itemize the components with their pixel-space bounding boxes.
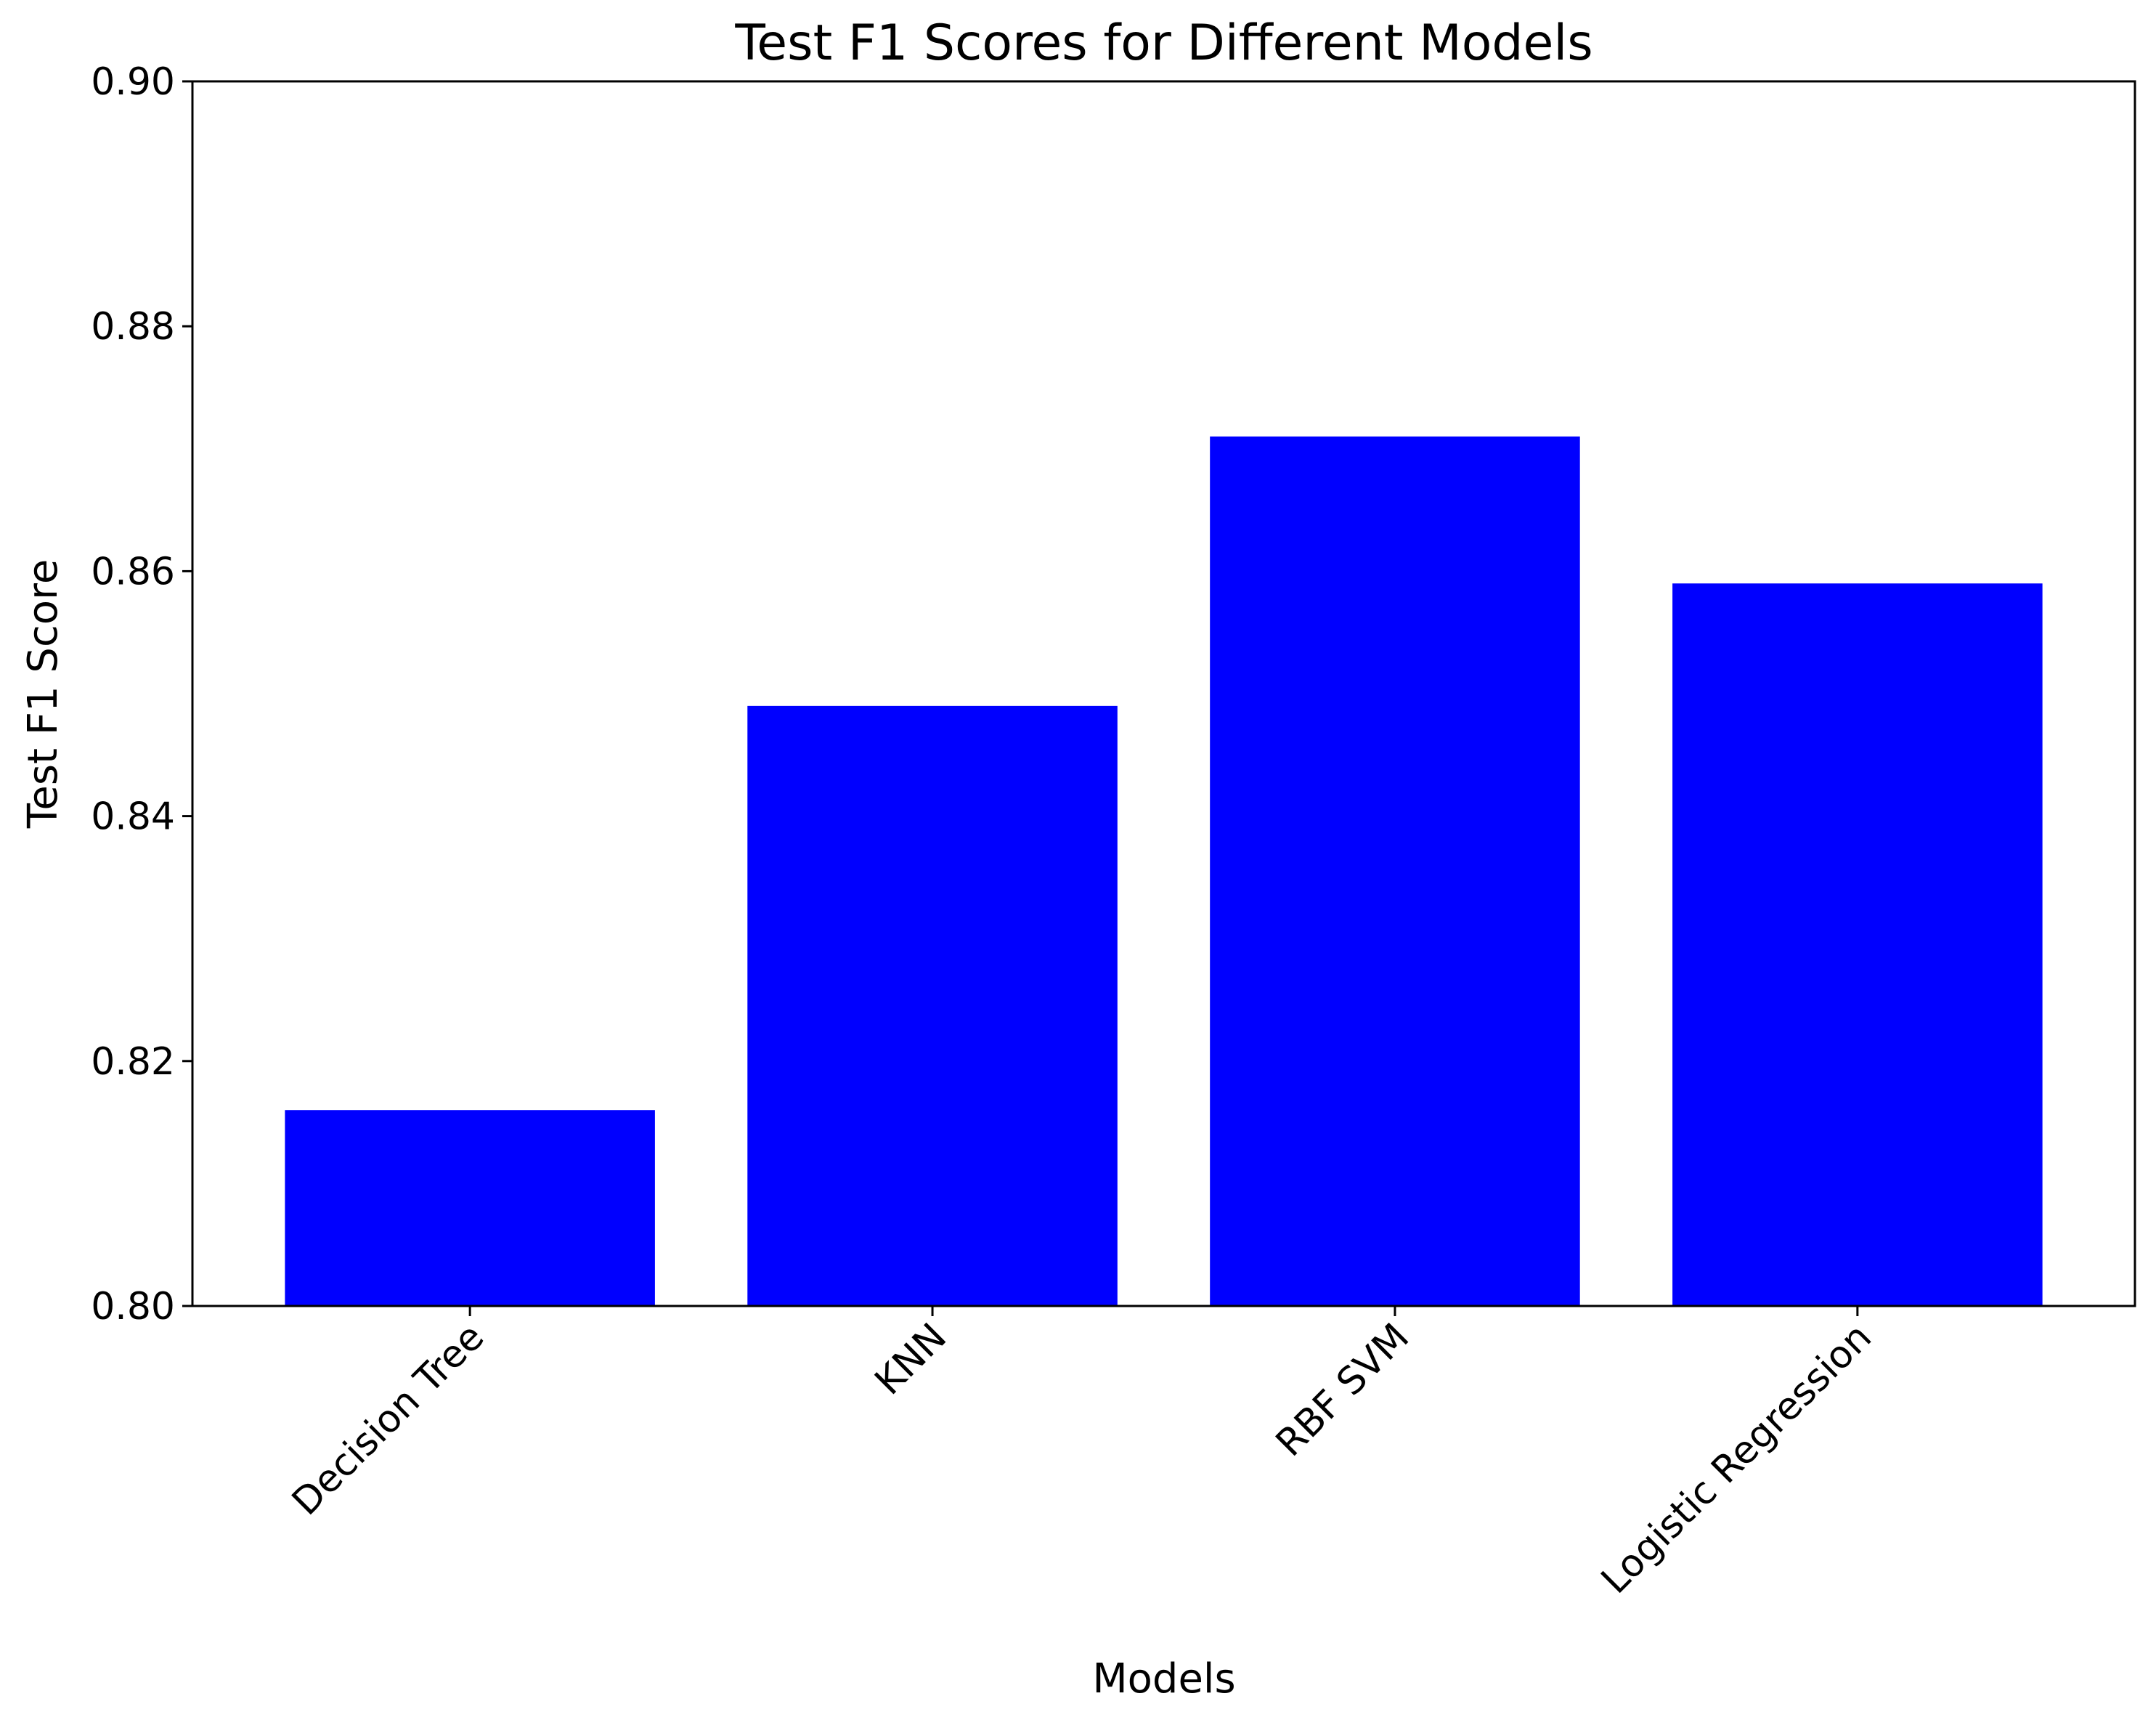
plot-area: 0.800.820.840.860.880.90 Decision Tree KN… — [91, 60, 2136, 1602]
y-tick-label: 0.88 — [91, 305, 175, 349]
bar-knn — [747, 705, 1118, 1306]
bar-rbf-svm — [1210, 436, 1580, 1307]
bars-group — [285, 436, 2043, 1307]
bar-decision-tree — [285, 1110, 655, 1306]
y-tick-label: 0.86 — [91, 550, 175, 593]
y-tick-label: 0.80 — [91, 1285, 175, 1328]
y-axis-label: Test F1 Score — [20, 559, 67, 829]
y-tick-label: 0.84 — [91, 795, 175, 839]
chart-title: Test F1 Scores for Different Models — [734, 15, 1592, 72]
plot-frame — [191, 80, 2136, 1307]
bar-logistic-regression — [1672, 583, 2043, 1306]
y-tick-label: 0.90 — [91, 60, 175, 104]
x-axis-label: Models — [1092, 1655, 1235, 1703]
y-tick-label: 0.82 — [91, 1040, 175, 1084]
y-axis-ticks: 0.80 0.82 0.84 0.86 0.88 0.90 — [91, 60, 192, 1328]
